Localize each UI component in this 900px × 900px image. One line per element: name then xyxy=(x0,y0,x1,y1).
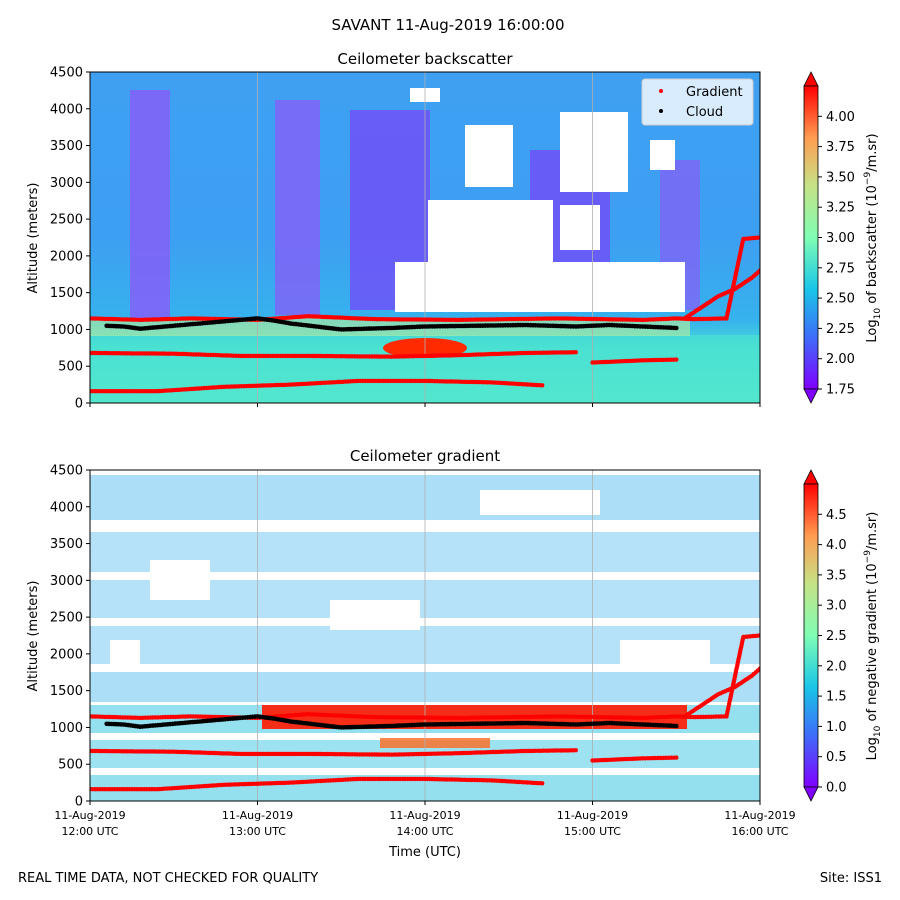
gradient-y-label: Altitude (meters) xyxy=(26,581,41,692)
gradient-colorbar-label: Log10 of negative gradient (10−9/m.sr) xyxy=(863,512,883,761)
gradient-point xyxy=(757,235,760,240)
x-tick-label-time: 14:00 UTC xyxy=(396,825,453,838)
colorbar-tick-label: 2.0 xyxy=(826,659,847,674)
colorbar-tick-label: 4.0 xyxy=(826,538,847,553)
backscatter-legend: Gradient Cloud xyxy=(641,78,754,126)
y-tick-label: 4500 xyxy=(50,66,83,81)
backscatter-colorbar-label: Log10 of backscatter (10−9/m.sr) xyxy=(863,133,883,342)
colorbar-tick-label: 2.50 xyxy=(826,292,855,307)
colorbar-tick-label: 3.50 xyxy=(826,170,855,185)
colorbar-tick-label: 4.00 xyxy=(826,110,855,125)
y-tick-label: 2500 xyxy=(50,213,83,228)
colorbar-tick-label: 1.0 xyxy=(826,720,847,735)
x-tick-label-time: 15:00 UTC xyxy=(564,825,621,838)
gradient-point xyxy=(540,383,545,388)
x-tick-label-date: 11-Aug-2019 xyxy=(222,809,293,822)
x-tick-label-date: 11-Aug-2019 xyxy=(54,809,125,822)
colorbar-tick-label: 4.5 xyxy=(826,508,847,523)
gradient-series xyxy=(90,633,760,792)
cloud-point xyxy=(674,723,679,729)
x-tick-label-time: 12:00 UTC xyxy=(61,825,118,838)
colorbar-tick-label: 0.5 xyxy=(826,750,847,765)
backscatter-colorbar: 1.75 2.00 2.25 2.50 2.75 3.00 3.25 3.50 3.75 4.00 xyxy=(803,71,855,404)
x-tick-label-date: 11-Aug-2019 xyxy=(389,809,460,822)
colorbar-tick-label: 2.5 xyxy=(826,629,847,644)
backscatter-y-label: Altitude (meters) xyxy=(26,183,41,294)
colorbar-tick-label: 2.25 xyxy=(826,322,855,337)
legend-cloud-label: Cloud xyxy=(686,105,723,120)
figure-suptitle: SAVANT 11-Aug-2019 16:00:00 xyxy=(332,16,565,34)
colorbar-tick-label: 3.75 xyxy=(826,140,855,155)
gradient-x-label: Time (UTC) xyxy=(388,845,461,860)
y-tick-label: 1000 xyxy=(50,323,83,338)
gradient-point xyxy=(757,268,760,273)
gradient-point xyxy=(757,633,760,638)
legend-gradient-label: Gradient xyxy=(686,85,743,100)
y-tick-label: 2000 xyxy=(50,249,83,264)
colorbar-tick-label: 2.00 xyxy=(826,352,855,367)
gradient-point xyxy=(674,755,679,760)
backscatter-vertical-gridlines xyxy=(257,72,593,403)
y-tick-label: 3500 xyxy=(50,537,83,552)
y-tick-label: 4500 xyxy=(50,464,83,479)
colorbar-tick-label: 3.00 xyxy=(826,231,855,246)
x-tick-label-date: 11-Aug-2019 xyxy=(557,809,628,822)
gradient-point xyxy=(573,350,578,355)
gradient-point xyxy=(540,781,545,786)
colorbar-tick-label: 2.75 xyxy=(826,261,855,276)
gradient-point xyxy=(757,666,760,671)
y-tick-label: 2500 xyxy=(50,611,83,626)
backscatter-x-axis xyxy=(89,403,761,407)
x-tick-label-time: 16:00 UTC xyxy=(731,825,788,838)
gradient-vertical-gridlines xyxy=(257,470,593,801)
legend-cloud-marker xyxy=(659,109,663,113)
gradient-title: Ceilometer gradient xyxy=(350,447,500,465)
gradient-point xyxy=(573,748,578,753)
y-tick-label: 1500 xyxy=(50,286,83,301)
y-tick-label: 3000 xyxy=(50,176,83,191)
colorbar-tick-label: 3.0 xyxy=(826,599,847,614)
colorbar-tick-label: 0.0 xyxy=(826,781,847,796)
x-tick-label-time: 13:00 UTC xyxy=(229,825,286,838)
y-tick-label: 500 xyxy=(58,360,83,375)
colorbar-tick-label: 3.5 xyxy=(826,568,847,583)
backscatter-y-axis: 0 500 1000 1500 2000 2500 3000 3500 4000 4500 xyxy=(50,66,90,412)
y-tick-label: 4000 xyxy=(50,102,83,117)
backscatter-title: Ceilometer backscatter xyxy=(337,50,513,68)
colorbar-tick-label: 1.5 xyxy=(826,690,847,705)
y-tick-label: 1500 xyxy=(50,684,83,699)
gradient-y-axis: 0 500 1000 1500 2000 2500 3000 3500 4000 4500 xyxy=(50,464,90,810)
y-tick-label: 4000 xyxy=(50,500,83,515)
y-tick-label: 0 xyxy=(75,795,83,810)
footer-site: Site: ISS1 xyxy=(820,871,882,886)
cloud-point xyxy=(674,325,679,331)
legend-gradient-marker xyxy=(659,89,663,93)
y-tick-label: 500 xyxy=(58,758,83,773)
colorbar-tick-label: 1.75 xyxy=(826,383,855,398)
y-tick-label: 3000 xyxy=(50,574,83,589)
y-tick-label: 0 xyxy=(75,397,83,412)
y-tick-label: 2000 xyxy=(50,647,83,662)
gradient-point xyxy=(674,357,679,362)
gradient-colorbar: 0.0 0.5 1.0 1.5 2.0 2.5 3.0 3.5 4.0 4.5 xyxy=(803,469,847,802)
x-tick-label-date: 11-Aug-2019 xyxy=(724,809,795,822)
footer-quality-note: REAL TIME DATA, NOT CHECKED FOR QUALITY xyxy=(18,871,318,886)
y-tick-label: 3500 xyxy=(50,139,83,154)
y-tick-label: 1000 xyxy=(50,721,83,736)
gradient-x-axis: 11-Aug-2019 12:00 UTC 11-Aug-2019 13:00 UTC… xyxy=(54,801,796,838)
colorbar-tick-label: 3.25 xyxy=(826,201,855,216)
backscatter-series xyxy=(90,235,760,394)
